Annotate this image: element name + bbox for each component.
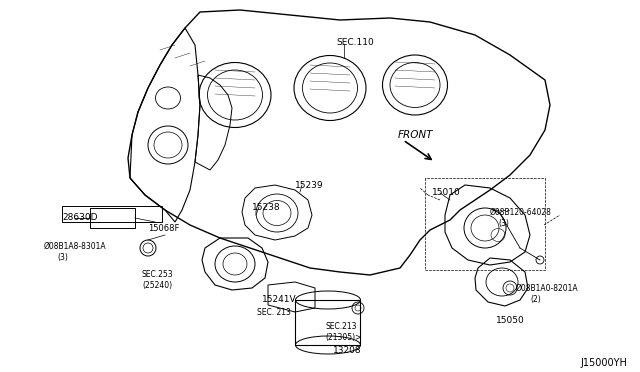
Text: 28630D: 28630D: [62, 213, 97, 222]
Text: SEC.253: SEC.253: [142, 270, 173, 279]
Text: 15068F: 15068F: [148, 224, 179, 233]
Text: 15010: 15010: [432, 188, 461, 197]
Text: SEC. 213: SEC. 213: [257, 308, 291, 317]
Text: SEC.213: SEC.213: [325, 322, 356, 331]
Text: SEC.110: SEC.110: [336, 38, 374, 47]
Text: FRONT: FRONT: [398, 130, 433, 140]
Text: 15238: 15238: [252, 203, 280, 212]
Text: 15239: 15239: [295, 181, 324, 190]
Bar: [62, 206, 162, 222]
Text: 13208: 13208: [333, 346, 362, 355]
Text: Ø08B1A0-8201A: Ø08B1A0-8201A: [516, 284, 579, 293]
Text: (25240): (25240): [142, 281, 172, 290]
Text: (3): (3): [498, 219, 509, 228]
Text: Ø08B1A8-8301A: Ø08B1A8-8301A: [44, 242, 107, 251]
Text: (2): (2): [530, 295, 541, 304]
Text: J15000YH: J15000YH: [580, 358, 627, 368]
Text: 15241V: 15241V: [262, 295, 296, 304]
Text: (3): (3): [57, 253, 68, 262]
Text: Ø08B120-64028: Ø08B120-64028: [490, 208, 552, 217]
Text: 15050: 15050: [496, 316, 525, 325]
Text: (21305)>: (21305)>: [325, 333, 362, 342]
